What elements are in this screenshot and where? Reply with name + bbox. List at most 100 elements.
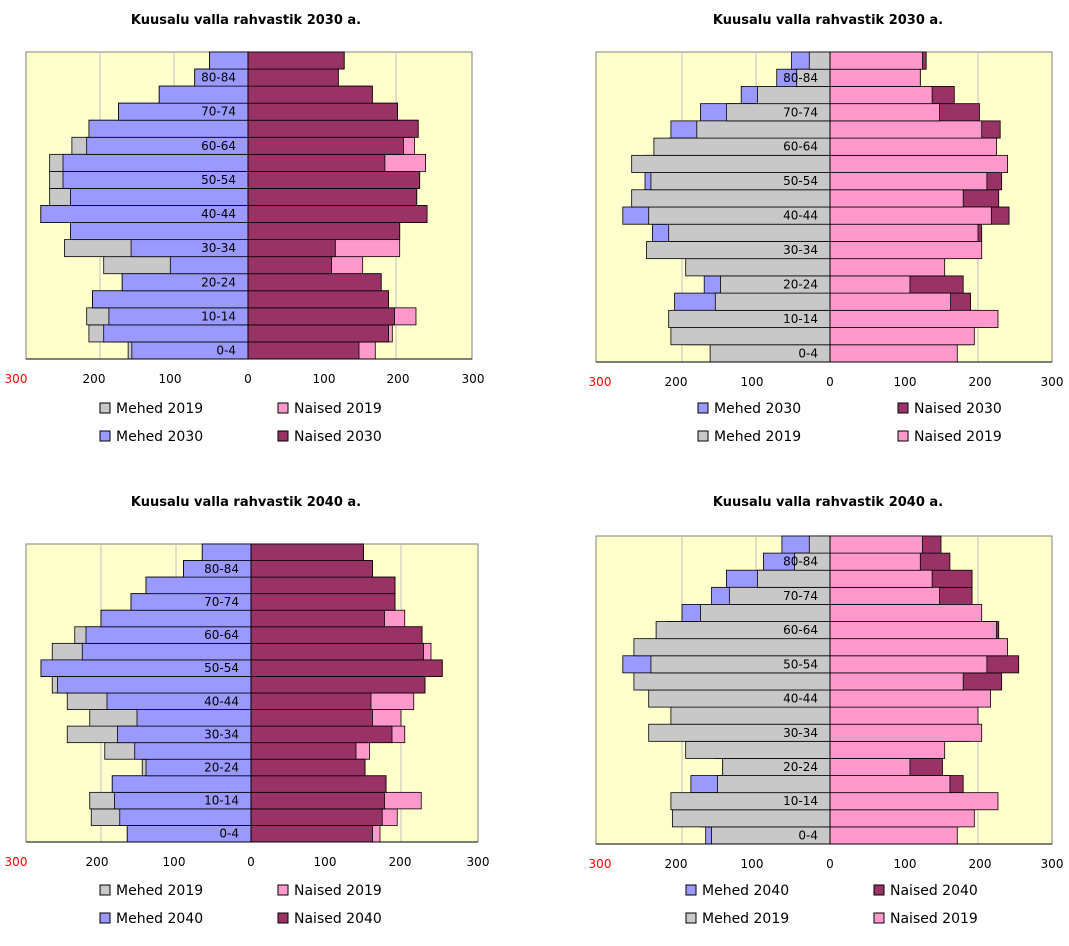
bar: [829, 535, 923, 554]
chart-title: Kuusalu valla rahvastik 2030 a.: [131, 13, 361, 28]
age-group-label: 80-84: [783, 555, 818, 569]
chart-title: Kuusalu valla rahvastik 2040 a.: [713, 495, 943, 510]
bar: [829, 621, 997, 640]
bar: [158, 85, 249, 104]
x-tick-label: 300: [5, 855, 28, 869]
legend-swatch: [277, 884, 289, 896]
legend-swatch: [99, 402, 111, 414]
age-group-label: 20-24: [783, 760, 818, 774]
x-tick-label: 200: [969, 375, 992, 389]
bar: [250, 543, 364, 561]
x-tick-label: 300: [467, 855, 490, 869]
bar: [829, 586, 940, 605]
bar: [201, 543, 252, 561]
x-tick-label: 100: [894, 857, 917, 871]
pyramid-chart-2030-a: Kuusalu valla rahvastik 2030 a. 0-4 10-14 2…: [0, 0, 534, 464]
bar: [829, 154, 1009, 173]
bar: [829, 103, 940, 122]
bar: [829, 569, 933, 588]
x-tick-label: 300: [462, 372, 485, 386]
bar: [829, 672, 964, 691]
legend-label: Naised 2019: [914, 429, 1002, 445]
bar: [670, 706, 831, 725]
age-group-label: 60-64: [783, 623, 818, 637]
bar: [829, 51, 923, 70]
legend-swatch: [897, 402, 909, 414]
bar: [696, 120, 831, 139]
legend-label: Mehed 2019: [116, 401, 203, 417]
bar: [757, 569, 831, 588]
bar: [209, 51, 249, 70]
pyramid-chart-2030-b: Kuusalu valla rahvastik 2030 a. 0-4 10-14 2…: [534, 0, 1068, 464]
bar: [829, 275, 911, 294]
bar: [829, 792, 999, 811]
legend-swatch: [897, 430, 909, 442]
bar: [250, 709, 373, 727]
bar: [670, 327, 831, 346]
bar: [829, 689, 991, 708]
bar: [829, 758, 911, 776]
bar: [247, 102, 398, 121]
bar: [247, 170, 421, 189]
bar: [136, 709, 252, 727]
x-tick-label: 200: [969, 857, 992, 871]
bar: [250, 576, 396, 595]
bar: [250, 626, 423, 644]
bar: [134, 742, 252, 760]
bar: [250, 609, 385, 628]
age-group-label: 10-14: [783, 312, 818, 326]
x-tick-label: 300: [1041, 857, 1064, 871]
chart-title: Kuusalu valla rahvastik 2030 a.: [713, 13, 943, 28]
age-group-label: 20-24: [204, 761, 239, 775]
bar: [250, 825, 373, 843]
bar: [70, 188, 249, 206]
legend-label: Naised 2040: [890, 883, 978, 899]
x-tick-label: 300: [1041, 375, 1064, 389]
x-tick-label: 100: [894, 375, 917, 389]
bar: [808, 535, 831, 554]
legend-label: Naised 2030: [294, 429, 382, 445]
x-tick-label: 300: [589, 857, 612, 871]
bar: [829, 120, 983, 139]
legend-label: Mehed 2040: [702, 883, 789, 899]
legend-label: Naised 2019: [294, 401, 382, 417]
age-group-label: 10-14: [783, 794, 818, 808]
legend-label: Mehed 2019: [116, 883, 203, 899]
legend-swatch: [277, 912, 289, 924]
bar: [247, 188, 418, 206]
legend-swatch: [697, 430, 709, 442]
x-tick-label: 0: [826, 857, 834, 871]
legend-label: Mehed 2019: [714, 429, 801, 445]
legend-label: Mehed 2030: [116, 429, 203, 445]
bar: [247, 290, 390, 309]
x-tick-label: 100: [741, 857, 764, 871]
age-group-label: 80-84: [201, 71, 236, 85]
bar: [685, 740, 831, 759]
age-group-label: 0-4: [219, 827, 239, 841]
age-group-label: 40-44: [204, 694, 239, 708]
bar: [631, 189, 831, 208]
age-group-label: 20-24: [783, 278, 818, 292]
x-tick-label: 300: [589, 375, 612, 389]
bar: [717, 775, 831, 794]
bar: [829, 638, 1009, 657]
x-tick-label: 200: [387, 372, 410, 386]
bar: [250, 742, 357, 760]
legend-label: Mehed 2030: [714, 401, 801, 417]
bar: [250, 808, 383, 826]
bar: [668, 223, 831, 242]
age-group-label: 50-54: [783, 174, 818, 188]
bar: [81, 642, 252, 661]
bar: [103, 324, 249, 343]
legend-swatch: [99, 884, 111, 896]
legend-swatch: [685, 912, 697, 924]
bar: [829, 604, 983, 622]
age-group-label: 80-84: [783, 71, 818, 85]
bar: [631, 154, 831, 173]
bar: [119, 808, 252, 826]
x-tick-label: 0: [244, 372, 252, 386]
bar: [829, 206, 992, 225]
bar: [247, 222, 401, 241]
bar: [829, 223, 979, 242]
bar: [111, 775, 252, 793]
